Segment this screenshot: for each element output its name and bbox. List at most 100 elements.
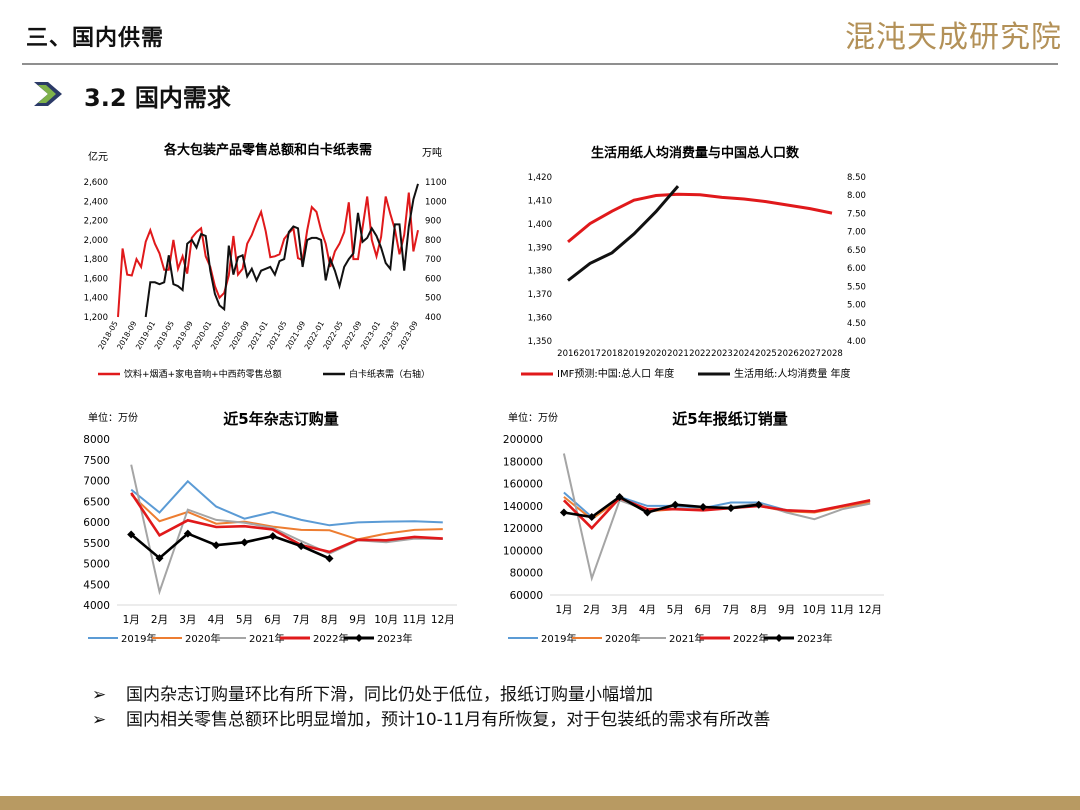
data-marker bbox=[240, 538, 249, 547]
y-tick-label-left: 2,000 bbox=[84, 236, 108, 246]
y-tick-label: 5000 bbox=[83, 559, 110, 571]
chart-title: 近5年杂志订购量 bbox=[223, 410, 338, 428]
data-marker bbox=[615, 492, 624, 501]
subtitle: 3.2 国内需求 bbox=[84, 84, 231, 112]
y-tick-label-right: 6.50 bbox=[847, 246, 866, 256]
legend-label: 2022年 bbox=[313, 632, 348, 645]
y-tick-label-right: 4.50 bbox=[847, 319, 866, 329]
legend-label: IMF预测:中国:总人口 年度 bbox=[557, 367, 674, 380]
legend-label: 生活用纸:人均消费量 年度 bbox=[734, 367, 851, 380]
y-tick-label-right: 900 bbox=[425, 217, 441, 227]
arrow-bullet-icon: ➢ bbox=[92, 685, 107, 705]
legend-marker bbox=[355, 634, 363, 642]
y-tick-label-right: 400 bbox=[425, 313, 441, 323]
research-logo: 混沌天成研究院 bbox=[845, 12, 1061, 56]
y-tick-label-right: 500 bbox=[425, 294, 441, 304]
y-tick-label-right: 8.50 bbox=[847, 173, 866, 183]
y-tick-label-left: 1,360 bbox=[528, 314, 552, 324]
y-tick-label-right: 700 bbox=[425, 255, 441, 265]
y-tick-label: 140000 bbox=[503, 501, 543, 513]
x-tick-label: 2019 bbox=[623, 349, 645, 359]
chart-title: 生活用纸人均消费量与中国总人口数 bbox=[591, 145, 800, 161]
y-tick-label: 6000 bbox=[83, 517, 110, 529]
series-line-population bbox=[567, 192, 833, 244]
x-tick-label: 4月 bbox=[639, 604, 656, 616]
y-tick-label: 160000 bbox=[503, 479, 543, 491]
y-tick-label-left: 2,600 bbox=[84, 178, 108, 188]
series-line-retail-total bbox=[117, 192, 419, 318]
y-tick-label-right: 1000 bbox=[425, 197, 447, 207]
legend-label: 2022年 bbox=[733, 632, 768, 645]
x-tick-label: 10月 bbox=[802, 604, 826, 616]
y-tick-label: 80000 bbox=[510, 568, 543, 580]
legend-label: 2023年 bbox=[377, 632, 412, 645]
series-line-2020年 bbox=[130, 493, 443, 541]
data-marker bbox=[754, 500, 763, 509]
chart-title: 近5年报纸订销量 bbox=[672, 410, 787, 428]
y-tick-label-left: 1,350 bbox=[528, 337, 552, 347]
x-tick-label: 3月 bbox=[179, 614, 196, 626]
y-tick-label-left: 1,800 bbox=[84, 255, 108, 265]
x-tick-label: 2025 bbox=[755, 349, 777, 359]
x-tick-label: 10月 bbox=[374, 614, 398, 626]
x-tick-label: 2023 bbox=[711, 349, 733, 359]
x-tick-label: 2028 bbox=[821, 349, 843, 359]
y-tick-label-left: 2,200 bbox=[84, 217, 108, 227]
x-tick-label: 9月 bbox=[778, 604, 795, 616]
x-tick-label: 6月 bbox=[694, 604, 711, 616]
y-tick-label-left: 1,390 bbox=[528, 243, 552, 253]
y-tick-label: 7000 bbox=[83, 476, 110, 488]
data-marker bbox=[212, 541, 221, 550]
data-marker bbox=[183, 529, 192, 538]
y-axis-unit-left: 亿元 bbox=[88, 150, 108, 163]
y-tick-label-right: 4.00 bbox=[847, 337, 866, 347]
x-tick-label: 6月 bbox=[264, 614, 281, 626]
data-marker bbox=[587, 513, 596, 521]
y-tick-label: 100000 bbox=[503, 545, 543, 557]
x-tick-label: 2022 bbox=[689, 349, 711, 359]
x-tick-label: 2020 bbox=[645, 349, 667, 359]
y-tick-label: 4500 bbox=[83, 579, 110, 591]
series-line-2021年 bbox=[562, 453, 871, 582]
data-marker bbox=[671, 500, 680, 509]
bullet-text: 国内杂志订购量环比有所下滑，同比仍处于低位，报纸订购量小幅增加 bbox=[126, 685, 653, 705]
x-tick-label: 5月 bbox=[236, 614, 253, 626]
x-tick-label: 11月 bbox=[830, 604, 854, 616]
y-tick-label-right: 600 bbox=[425, 274, 441, 284]
data-marker bbox=[127, 530, 136, 539]
y-tick-label-right: 6.00 bbox=[847, 264, 866, 274]
y-tick-label: 5500 bbox=[83, 538, 110, 550]
y-tick-label: 200000 bbox=[503, 434, 543, 446]
x-tick-label: 2024 bbox=[733, 349, 755, 359]
x-tick-label: 2018 bbox=[601, 349, 623, 359]
x-tick-label: 4月 bbox=[208, 614, 225, 626]
data-marker bbox=[699, 502, 708, 511]
x-tick-label: 2026 bbox=[777, 349, 799, 359]
y-tick-label-left: 1,420 bbox=[528, 173, 552, 183]
y-axis-unit-right: 万吨 bbox=[422, 146, 442, 159]
data-marker bbox=[268, 532, 277, 541]
y-tick-label-left: 1,400 bbox=[84, 294, 108, 304]
data-marker bbox=[643, 508, 652, 517]
x-tick-label: 3月 bbox=[611, 604, 628, 616]
y-tick-label: 6500 bbox=[83, 496, 110, 508]
data-marker bbox=[155, 554, 164, 563]
y-tick-label-left: 1,400 bbox=[528, 220, 552, 230]
slide-header: 三、国内供需 混沌天成研究院 bbox=[0, 0, 1080, 65]
x-tick-label: 2017 bbox=[579, 349, 601, 359]
y-tick-label-left: 1,410 bbox=[528, 196, 552, 206]
y-tick-label-right: 1100 bbox=[425, 178, 447, 188]
arrow-bullet-icon: ➢ bbox=[92, 710, 107, 730]
y-tick-label: 4000 bbox=[83, 600, 110, 612]
y-axis-unit: 单位：万份 bbox=[88, 411, 138, 424]
x-tick-label: 7月 bbox=[293, 614, 310, 626]
x-tick-label: 2月 bbox=[151, 614, 168, 626]
bullet-list: ➢ 国内杂志订购量环比有所下滑，同比仍处于低位，报纸订购量小幅增加 ➢ 国内相关零售… bbox=[92, 683, 770, 733]
bullet-item: ➢ 国内相关零售总额环比明显增加，预计10-11月有所恢复，对于包装纸的需求有所改… bbox=[92, 708, 770, 733]
legend-label: 2023年 bbox=[797, 632, 832, 645]
y-axis-unit: 单位：万份 bbox=[508, 411, 558, 424]
legend-label: 2020年 bbox=[605, 632, 640, 645]
y-tick-label-right: 7.00 bbox=[847, 228, 866, 238]
header-divider bbox=[22, 63, 1058, 65]
x-tick-label: 7月 bbox=[722, 604, 739, 616]
